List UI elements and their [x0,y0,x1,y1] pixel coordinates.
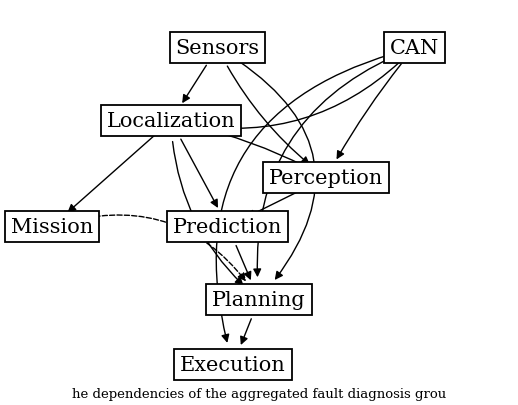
Text: he dependencies of the aggregated fault diagnosis grou: he dependencies of the aggregated fault … [72,387,446,400]
Text: Perception: Perception [269,169,383,188]
Text: CAN: CAN [390,39,439,58]
Text: Mission: Mission [11,217,93,236]
Text: Prediction: Prediction [173,217,283,236]
Text: Execution: Execution [180,355,286,374]
Text: Planning: Planning [212,290,306,309]
Text: Localization: Localization [107,112,235,131]
Text: Sensors: Sensors [176,39,260,58]
